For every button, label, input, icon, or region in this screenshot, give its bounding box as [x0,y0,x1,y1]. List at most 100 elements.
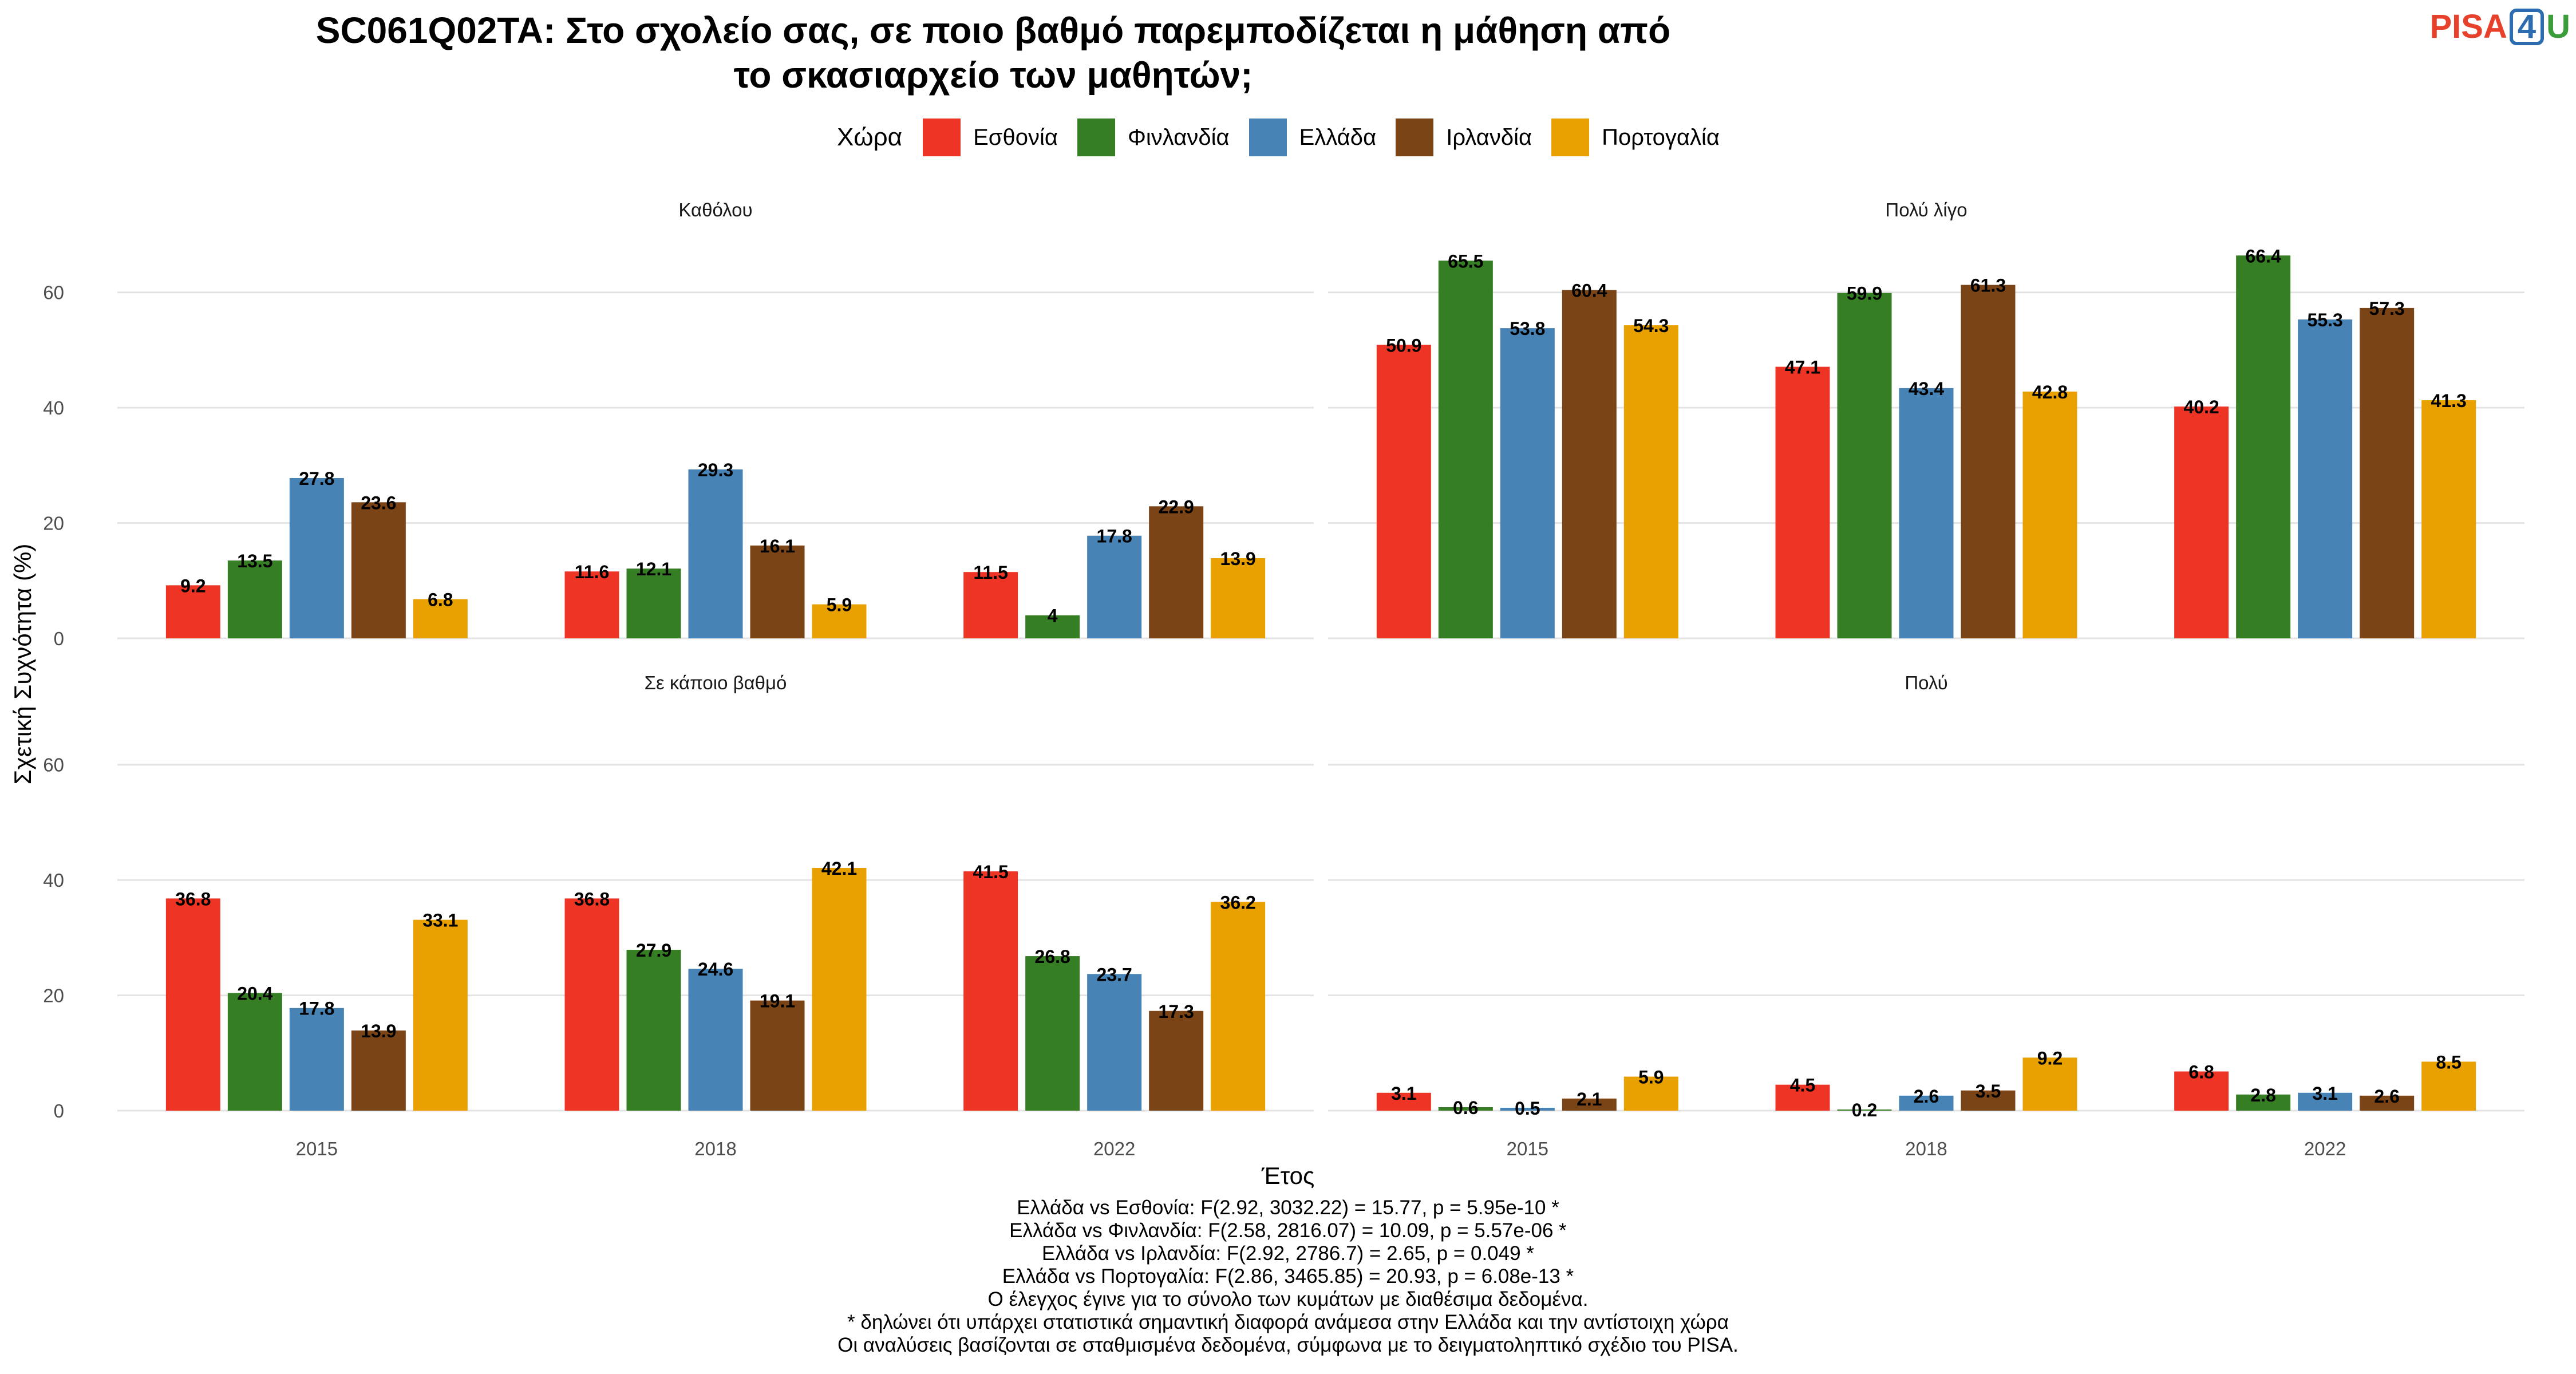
bar-value-label: 42.1 [821,858,857,879]
bar [2174,1071,2229,1111]
logo-text-pisa: PISA [2429,8,2507,45]
bar [812,867,867,1111]
legend-label-estonia: Εσθονία [973,124,1058,150]
facet-title-4: Πολύ [1905,672,1947,693]
bar-value-label: 41.3 [2431,390,2467,411]
bar [2022,391,2077,638]
bar [1211,902,1266,1111]
bar [165,898,220,1111]
bar [1899,388,1954,638]
bar [963,572,1018,638]
bar-value-label: 17.8 [1097,526,1132,547]
legend-swatch-ireland [1396,119,1434,156]
bar-value-label: 24.6 [698,959,733,980]
note-line-5: Ο έλεγχος έγινε για το σύνολο των κυμάτω… [987,1288,1589,1310]
bar-value-label: 17.8 [299,998,334,1019]
bar [750,1000,805,1111]
bar-value-label: 29.3 [698,460,733,480]
bar-value-label: 2.8 [2250,1085,2275,1105]
bar [626,950,681,1111]
x-tick-label: 2015 [296,1138,338,1159]
bar-value-label: 2.1 [1577,1089,1602,1110]
bar [165,585,220,638]
bar-value-label: 60.4 [1571,281,1607,301]
bar-value-label: 4.5 [1790,1075,1815,1096]
y-tick-label: 20 [43,513,64,534]
bar [1562,1098,1617,1111]
bar-value-label: 0.2 [1852,1100,1877,1120]
bar [1438,260,1493,639]
y-axis-title: Σχετική Συχνότητα (%) [9,544,36,785]
x-tick-label: 2018 [694,1138,736,1159]
bar [1775,1084,1830,1111]
x-tick-label: 2018 [1905,1138,1947,1159]
x-tick-label: 2022 [2304,1138,2346,1159]
facet-title-3: Σε κάποιο βαθμό [645,672,787,693]
legend-item-estonia: Εσθονία [923,119,1058,156]
bar-value-label: 27.9 [636,940,671,961]
bar-value-label: 23.6 [361,492,396,513]
bar [227,993,282,1111]
bar-value-label: 3.1 [2312,1083,2337,1104]
chart-notes: Ελλάδα vs Εσθονία: F(2.92, 3032.22) = 15… [0,1197,2576,1357]
legend-swatch-greece [1249,119,1287,156]
bar-value-label: 0.6 [1453,1097,1478,1118]
bar-value-label: 20.4 [237,984,272,1004]
bar-value-label: 9.2 [2037,1048,2063,1068]
bar [2298,319,2353,638]
x-tick-label: 2015 [1507,1138,1548,1159]
bar-value-label: 9.2 [180,575,206,596]
bar-value-label: 66.4 [2246,246,2281,266]
bar [688,469,743,638]
bar [2421,400,2476,638]
y-tick-label: 40 [43,397,64,418]
note-line-6: * δηλώνει ότι υπάρχει στατιστικά σημαντι… [847,1311,1729,1333]
bar [2360,1095,2415,1111]
note-line-1: Ελλάδα vs Εσθονία: F(2.92, 3032.22) = 15… [1017,1197,1559,1219]
bar-value-label: 54.3 [1633,315,1669,336]
legend-item-portugal: Πορτογαλία [1551,119,1720,156]
bar [1376,1092,1431,1111]
bar-value-label: 33.1 [422,910,458,931]
bar [351,1030,406,1111]
logo-text-u: U [2546,8,2570,45]
bar [1087,535,1142,638]
bar [1623,325,1678,638]
y-tick-label: 40 [43,870,64,891]
bar [1961,285,2016,638]
bar [626,568,681,638]
legend-label-finland: Φινλανδία [1128,124,1230,150]
bar [2174,406,2229,638]
bar-value-label: 36.2 [1220,892,1256,913]
bar-value-label: 23.7 [1097,964,1132,985]
bar [289,1008,344,1111]
bar-value-label: 55.3 [2308,310,2343,330]
bar [688,969,743,1111]
bar-value-label: 5.9 [1638,1067,1664,1088]
legend: Χώρα Εσθονία Φινλανδία Ελλάδα Ιρλανδία Π… [0,114,2576,160]
bar [2236,1094,2291,1111]
x-tick-label: 2022 [1093,1138,1135,1159]
chart-title-line-2: το σκασιαρχείο των μαθητών; [733,54,1253,96]
bar-value-label: 6.8 [428,590,453,610]
bar [227,560,282,638]
bar [812,604,867,638]
bar [2421,1061,2476,1111]
bar-value-label: 22.9 [1159,496,1194,517]
legend-swatch-portugal [1551,119,1590,156]
note-line-2: Ελλάδα vs Φινλανδία: F(2.58, 2816.07) = … [1009,1219,1567,1242]
facet-title-2: Πολύ λίγο [1885,199,1967,220]
y-tick-label: 60 [43,755,64,776]
bar [1500,328,1555,638]
legend-label-greece: Ελλάδα [1299,124,1377,150]
bar [2298,1092,2353,1111]
bar [1087,974,1142,1111]
bar [1961,1090,2016,1111]
bar-value-label: 16.1 [760,536,795,556]
legend-swatch-finland [1077,119,1115,156]
bar-value-label: 59.9 [1847,283,1882,304]
bar [289,478,344,638]
y-tick-label: 20 [43,985,64,1006]
bar [1500,1107,1555,1111]
bar-value-label: 11.5 [973,562,1008,583]
